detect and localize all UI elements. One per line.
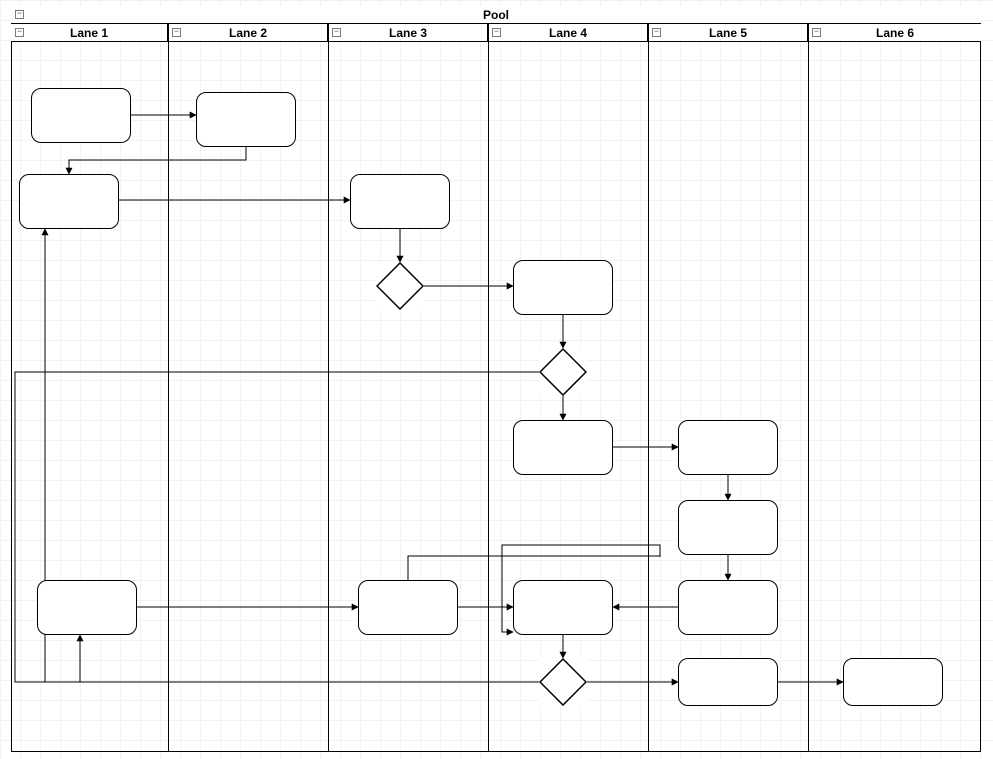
task-node[interactable] (678, 658, 778, 706)
collapse-icon[interactable] (652, 28, 661, 37)
gateway-node[interactable] (539, 658, 587, 706)
lane-divider (328, 42, 329, 752)
lane-divider (808, 42, 809, 752)
pool-container[interactable] (11, 6, 981, 752)
lane-header-lane3[interactable]: Lane 3 (328, 24, 488, 42)
lane-header-label: Lane 3 (389, 26, 427, 40)
task-node[interactable] (350, 174, 450, 229)
task-node[interactable] (358, 580, 458, 635)
lane-header-label: Lane 2 (229, 26, 267, 40)
pool-title-bar[interactable]: Pool (11, 6, 981, 24)
task-node[interactable] (678, 420, 778, 475)
lane-header-lane4[interactable]: Lane 4 (488, 24, 648, 42)
task-node[interactable] (31, 88, 131, 143)
diagram-canvas[interactable]: Pool Lane 1 Lane 2 Lane 3 Lane 4 Lane 5 Lane … (0, 0, 993, 759)
task-node[interactable] (843, 658, 943, 706)
lane-divider (488, 42, 489, 752)
lane-header-lane1[interactable]: Lane 1 (11, 24, 168, 42)
task-node[interactable] (19, 174, 119, 229)
task-node[interactable] (513, 260, 613, 315)
lane-header-lane6[interactable]: Lane 6 (808, 24, 981, 42)
collapse-icon[interactable] (492, 28, 501, 37)
collapse-icon[interactable] (172, 28, 181, 37)
gateway-node[interactable] (376, 262, 424, 310)
lane-header-label: Lane 5 (709, 26, 747, 40)
collapse-icon[interactable] (15, 28, 24, 37)
collapse-icon[interactable] (812, 28, 821, 37)
lane-header-lane5[interactable]: Lane 5 (648, 24, 808, 42)
lane-header-label: Lane 1 (70, 26, 108, 40)
lane-header-lane2[interactable]: Lane 2 (168, 24, 328, 42)
gateway-node[interactable] (539, 348, 587, 396)
pool-title-text: Pool (483, 8, 509, 22)
task-node[interactable] (678, 500, 778, 555)
lane-divider (648, 42, 649, 752)
task-node[interactable] (196, 92, 296, 147)
lane-header-label: Lane 6 (876, 26, 914, 40)
collapse-icon[interactable] (332, 28, 341, 37)
lane-divider (168, 42, 169, 752)
task-node[interactable] (37, 580, 137, 635)
lane-header-label: Lane 4 (549, 26, 587, 40)
task-node[interactable] (513, 420, 613, 475)
collapse-icon[interactable] (15, 10, 24, 19)
task-node[interactable] (678, 580, 778, 635)
task-node[interactable] (513, 580, 613, 635)
